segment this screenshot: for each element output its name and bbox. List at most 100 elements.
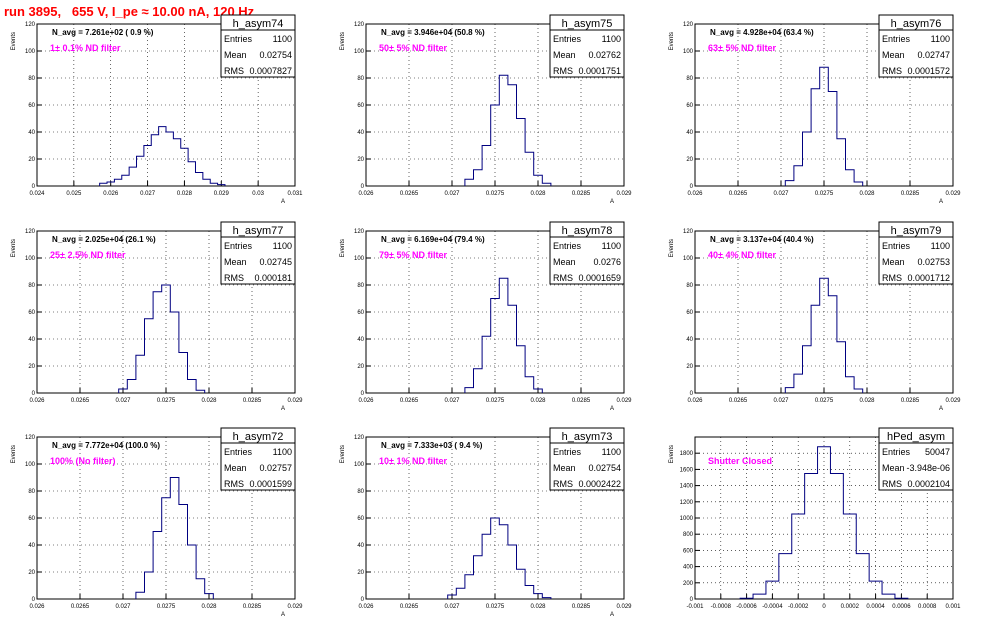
y-tick-label: 60 [686, 103, 693, 109]
histogram-name: h_asym74 [233, 18, 284, 30]
y-axis-label: Events [340, 239, 346, 257]
histogram-series [447, 517, 552, 599]
x-tick-label: 0.0265 [71, 604, 90, 610]
y-tick-label: 120 [354, 22, 365, 28]
stat-mean-label: Mean [882, 257, 905, 267]
x-tick-label: -0.0006 [736, 604, 757, 610]
x-tick-label: 0.026 [103, 191, 119, 197]
histogram-panel-h_asym74: 0.024 0.025 0.026 0.027 0.028 0.029 0.03 0.031 0… [11, 14, 303, 205]
x-tick-label: -0.001 [686, 604, 704, 610]
y-tick-label: 120 [683, 22, 694, 28]
x-tick-label: 0.029 [616, 398, 632, 404]
x-tick-label: 0.029 [287, 604, 303, 610]
stat-mean-value: 0.02753 [917, 257, 950, 267]
x-tick-label: 0.028 [530, 604, 546, 610]
histogram-series [118, 284, 206, 393]
stat-rms-value: 0.0002422 [578, 479, 621, 489]
x-tick-label: 0 [822, 604, 826, 610]
stat-mean-value: 0.0276 [593, 257, 621, 267]
y-tick-label: 120 [354, 435, 365, 441]
y-tick-label: 80 [357, 489, 364, 495]
x-tick-label: 0.0285 [243, 398, 262, 404]
histogram-panel-h_asym73: 0.026 0.0265 0.027 0.0275 0.028 0.0285 0.029 0 2… [340, 427, 632, 618]
stat-rms-label: RMS [553, 273, 573, 283]
stats-box [220, 427, 296, 491]
y-tick-label: 80 [686, 76, 693, 82]
n-avg-label: N_avg = 3.137e+04 (40.4 %) [710, 235, 814, 244]
stat-entries-value: 1100 [273, 34, 292, 44]
histogram-series [135, 477, 214, 599]
stats-box [549, 221, 625, 285]
stat-mean-label: Mean [224, 50, 247, 60]
stat-rms-label: RMS [882, 273, 902, 283]
histogram-name: h_asym75 [562, 18, 613, 30]
x-tick-label: 0.0265 [729, 191, 748, 197]
x-tick-label: 0.029 [616, 604, 632, 610]
n-avg-label: N_avg = 7.772e+04 (100.0 %) [52, 441, 160, 450]
stat-entries-label: Entries [553, 447, 582, 457]
n-avg-label: N_avg = 3.946e+04 (50.8 %) [381, 28, 485, 37]
y-axis-label: Events [669, 32, 675, 50]
x-tick-label: 0.0285 [572, 191, 591, 197]
x-tick-label: 0.001 [945, 604, 961, 610]
x-tick-label: 0.0265 [71, 398, 90, 404]
y-tick-label: 200 [683, 581, 694, 587]
y-tick-label: 80 [686, 283, 693, 289]
stat-rms-value: 0.0002104 [907, 479, 950, 489]
y-tick-label: 40 [357, 130, 364, 136]
stat-mean-label: Mean [553, 50, 576, 60]
y-tick-label: 80 [28, 283, 35, 289]
x-tick-label: -0.0004 [762, 604, 783, 610]
x-tick-label: 0.0285 [572, 604, 591, 610]
histogram-panel-h_asym76: 0.026 0.0265 0.027 0.0275 0.028 0.0285 0.029 0 2… [669, 14, 961, 205]
x-tick-label: 0.0265 [400, 191, 419, 197]
x-axis-label: A [610, 199, 614, 205]
stat-mean-label: Mean [553, 463, 576, 473]
y-tick-label: 60 [357, 103, 364, 109]
x-tick-label: 0.0275 [157, 398, 176, 404]
stat-entries-value: 1100 [602, 34, 621, 44]
stat-mean-value: 0.02762 [588, 50, 621, 60]
x-tick-label: 0.026 [687, 398, 703, 404]
x-tick-label: 0.027 [115, 604, 131, 610]
y-tick-label: 40 [686, 337, 693, 343]
stat-entries-value: 1100 [602, 447, 621, 457]
y-tick-label: 60 [28, 103, 35, 109]
y-tick-label: 120 [25, 435, 36, 441]
y-tick-label: 80 [28, 489, 35, 495]
y-tick-label: 1400 [680, 484, 694, 490]
histogram-series [784, 66, 864, 186]
stat-entries-label: Entries [882, 34, 911, 44]
histogram-series [739, 446, 909, 599]
stat-rms-value: 0.0001599 [249, 479, 292, 489]
x-tick-label: 0.0275 [815, 398, 834, 404]
y-tick-label: 120 [354, 229, 365, 235]
x-tick-label: 0.027 [444, 191, 460, 197]
stat-mean-label: Mean [224, 463, 247, 473]
y-tick-label: 60 [357, 516, 364, 522]
stat-mean-value: -3.948e-06 [906, 463, 950, 473]
x-axis-label: A [939, 406, 943, 412]
x-tick-label: 0.0006 [892, 604, 911, 610]
y-tick-label: 40 [28, 130, 35, 136]
x-tick-label: 0.0002 [841, 604, 860, 610]
histogram-series [464, 277, 543, 393]
y-tick-label: 1000 [680, 516, 694, 522]
x-tick-label: 0.0265 [729, 398, 748, 404]
y-tick-label: 60 [686, 310, 693, 316]
x-tick-label: 0.0285 [901, 398, 920, 404]
x-tick-label: 0.0275 [157, 604, 176, 610]
y-tick-label: 80 [28, 76, 35, 82]
stat-rms-label: RMS [882, 479, 902, 489]
stat-rms-value: 0.0001572 [907, 66, 950, 76]
stat-rms-label: RMS [224, 479, 244, 489]
x-tick-label: 0.026 [358, 191, 374, 197]
x-tick-label: 0.0275 [815, 191, 834, 197]
stat-entries-label: Entries [553, 34, 582, 44]
x-tick-label: 0.029 [287, 398, 303, 404]
y-tick-label: 0 [690, 391, 694, 397]
x-tick-label: 0.029 [616, 191, 632, 197]
x-tick-label: 0.028 [201, 604, 217, 610]
x-tick-label: 0.027 [773, 398, 789, 404]
y-axis-label: Events [11, 32, 17, 50]
